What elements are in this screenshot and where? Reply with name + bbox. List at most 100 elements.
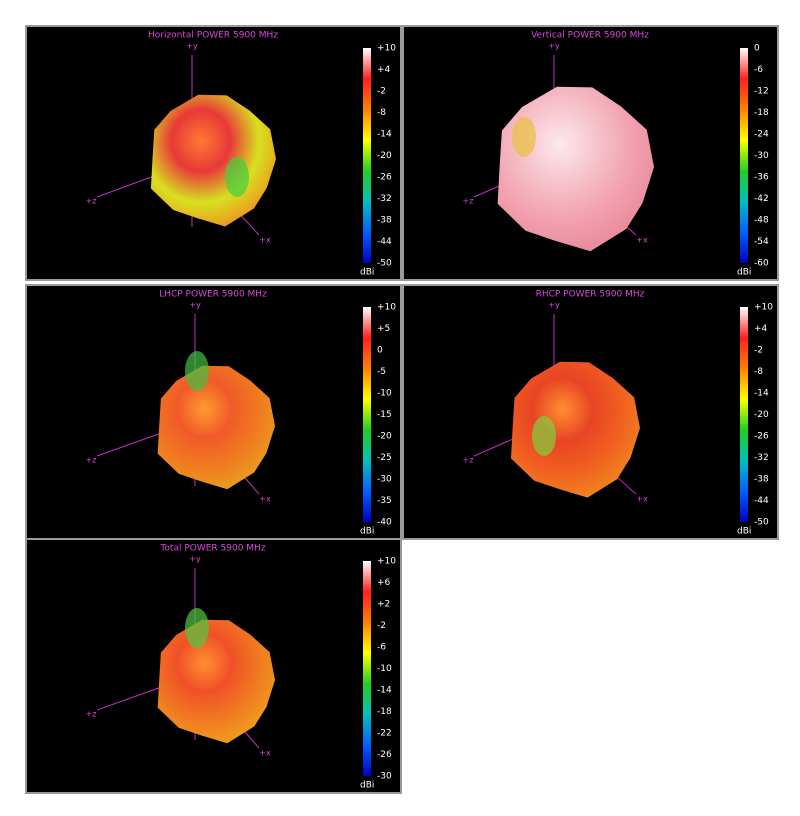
colorbar-tick-label: -15 bbox=[377, 410, 392, 420]
colorbar-tick-label: -24 bbox=[754, 130, 769, 140]
pattern-view: +y +z +x RHCP POWER 5900 MHz +10 +4 -2 -8 -14 -20… bbox=[463, 290, 774, 537]
axis-label: +z bbox=[86, 197, 97, 206]
panel-title: Vertical POWER 5900 MHz bbox=[531, 31, 649, 41]
colorbar-tick-label: -18 bbox=[754, 108, 769, 118]
colorbar-tick-label: -20 bbox=[754, 410, 769, 420]
axis-label: +x bbox=[636, 236, 648, 245]
colorbar-tick-label: -6 bbox=[754, 65, 763, 75]
colorbar-tick-label: -54 bbox=[754, 237, 769, 247]
axis-label: +y bbox=[548, 42, 560, 51]
panel-title: RHCP POWER 5900 MHz bbox=[536, 290, 645, 300]
colorbar-tick-label: +10 bbox=[377, 557, 396, 567]
axis-label: +z bbox=[463, 197, 474, 206]
pattern-surface bbox=[497, 86, 654, 252]
axis-label: +z bbox=[463, 456, 474, 465]
colorbar-tick-label: +10 bbox=[377, 44, 396, 54]
colorbar-tick-label: -20 bbox=[377, 432, 392, 442]
colorbar-tick-label: -8 bbox=[754, 367, 763, 377]
colorbar-tick-label: -48 bbox=[754, 216, 769, 226]
colorbar-tick-label: -30 bbox=[754, 151, 769, 161]
pattern-highlight bbox=[225, 157, 249, 197]
colorbar-tick-label: +4 bbox=[754, 324, 768, 334]
colorbar-tick-label: -38 bbox=[754, 475, 769, 485]
colorbar-tick-label: -2 bbox=[377, 87, 386, 97]
colorbar-tick-label: -30 bbox=[377, 475, 392, 485]
pattern-view: +y +z +x Total POWER 5900 MHz +10 +6 +2 -2 -6 -10… bbox=[86, 544, 397, 791]
panel: +y +z +x Total POWER 5900 MHz +10 +6 +2 -2 -6 -10… bbox=[25, 538, 402, 794]
colorbar-tick-label: -14 bbox=[377, 686, 392, 696]
panel: +y +z +x RHCP POWER 5900 MHz +10 +4 -2 -8 -14 -20… bbox=[402, 284, 779, 540]
colorbar-tick-label: -42 bbox=[754, 194, 769, 204]
pattern-view: +y +z +x Vertical POWER 5900 MHz 0 -6 -12 -18 -2… bbox=[463, 31, 769, 278]
pattern-surface bbox=[511, 361, 640, 498]
pattern-surface bbox=[157, 619, 275, 744]
colorbar-tick-label: -36 bbox=[754, 173, 769, 183]
panel: +y +z +x Vertical POWER 5900 MHz 0 -6 -12 -18 -2… bbox=[402, 25, 779, 281]
colorbar-tick-label: -50 bbox=[377, 259, 392, 269]
colorbar-tick-label: -12 bbox=[754, 87, 769, 97]
colorbar-tick-label: -2 bbox=[754, 346, 763, 356]
panel: +y +z +x Horizontal POWER 5900 MHz +10 +4 -2 -8… bbox=[25, 25, 402, 281]
axis-label: +x bbox=[259, 236, 271, 245]
colorbar bbox=[363, 561, 371, 776]
colorbar-tick-label: +6 bbox=[377, 578, 391, 588]
pattern-surface bbox=[157, 365, 275, 490]
colorbar-unit: dBi bbox=[360, 781, 374, 791]
axis-label: +x bbox=[259, 495, 271, 504]
colorbar-tick-label: -32 bbox=[377, 194, 392, 204]
colorbar-tick-label: -44 bbox=[754, 496, 769, 506]
colorbar-tick-label: -20 bbox=[377, 151, 392, 161]
colorbar-tick-label: -26 bbox=[754, 432, 769, 442]
axis-label: +x bbox=[636, 495, 648, 504]
colorbar-tick-label: -35 bbox=[377, 496, 392, 506]
colorbar-tick-label: 0 bbox=[377, 346, 383, 356]
colorbar bbox=[363, 307, 371, 522]
colorbar-unit: dBi bbox=[360, 527, 374, 537]
colorbar-tick-label: -2 bbox=[377, 621, 386, 631]
colorbar-tick-label: -50 bbox=[754, 518, 769, 528]
colorbar-tick-label: -26 bbox=[377, 750, 392, 760]
colorbar-tick-label: -14 bbox=[754, 389, 769, 399]
pattern-highlight bbox=[532, 416, 556, 456]
colorbar-unit: dBi bbox=[737, 527, 751, 537]
colorbar bbox=[363, 48, 371, 263]
colorbar-tick-label: -8 bbox=[377, 108, 386, 118]
colorbar-tick-label: -5 bbox=[377, 367, 386, 377]
colorbar-tick-label: 0 bbox=[754, 44, 760, 54]
panel-title: LHCP POWER 5900 MHz bbox=[159, 290, 267, 300]
axis-label: +x bbox=[259, 749, 271, 758]
colorbar-tick-label: -10 bbox=[377, 389, 392, 399]
axis-label: +y bbox=[548, 301, 560, 310]
axis-label: +y bbox=[189, 301, 201, 310]
colorbar-tick-label: +5 bbox=[377, 324, 390, 334]
colorbar-tick-label: -60 bbox=[754, 259, 769, 269]
colorbar bbox=[740, 48, 748, 263]
pattern-highlight bbox=[512, 117, 536, 157]
panel-title: Horizontal POWER 5900 MHz bbox=[148, 31, 278, 41]
axis-label: +y bbox=[189, 555, 201, 564]
colorbar-tick-label: -6 bbox=[377, 643, 386, 653]
axis-label: +z bbox=[86, 456, 97, 465]
pattern-highlight bbox=[185, 351, 209, 391]
pattern-view: +y +z +x Horizontal POWER 5900 MHz +10 +4 -2 -8… bbox=[86, 31, 397, 278]
colorbar-tick-label: -30 bbox=[377, 772, 392, 782]
colorbar-tick-label: -14 bbox=[377, 130, 392, 140]
colorbar-tick-label: +10 bbox=[377, 303, 396, 313]
colorbar bbox=[740, 307, 748, 522]
axis-label: +y bbox=[186, 42, 198, 51]
colorbar-tick-label: -26 bbox=[377, 173, 392, 183]
colorbar-tick-label: -38 bbox=[377, 216, 392, 226]
panel-title: Total POWER 5900 MHz bbox=[159, 544, 265, 554]
colorbar-tick-label: -32 bbox=[754, 453, 769, 463]
colorbar-unit: dBi bbox=[737, 268, 751, 278]
colorbar-tick-label: +2 bbox=[377, 600, 390, 610]
pattern-view: +y +z +x LHCP POWER 5900 MHz +10 +5 0 -5 -10 -15 -… bbox=[86, 290, 397, 537]
colorbar-tick-label: -40 bbox=[377, 518, 392, 528]
panel: +y +z +x LHCP POWER 5900 MHz +10 +5 0 -5 -10 -15 -… bbox=[25, 284, 402, 540]
colorbar-tick-label: -18 bbox=[377, 707, 392, 717]
colorbar-tick-label: -22 bbox=[377, 729, 392, 739]
pattern-surface bbox=[150, 94, 276, 227]
colorbar-tick-label: -25 bbox=[377, 453, 392, 463]
colorbar-tick-label: +10 bbox=[754, 303, 773, 313]
